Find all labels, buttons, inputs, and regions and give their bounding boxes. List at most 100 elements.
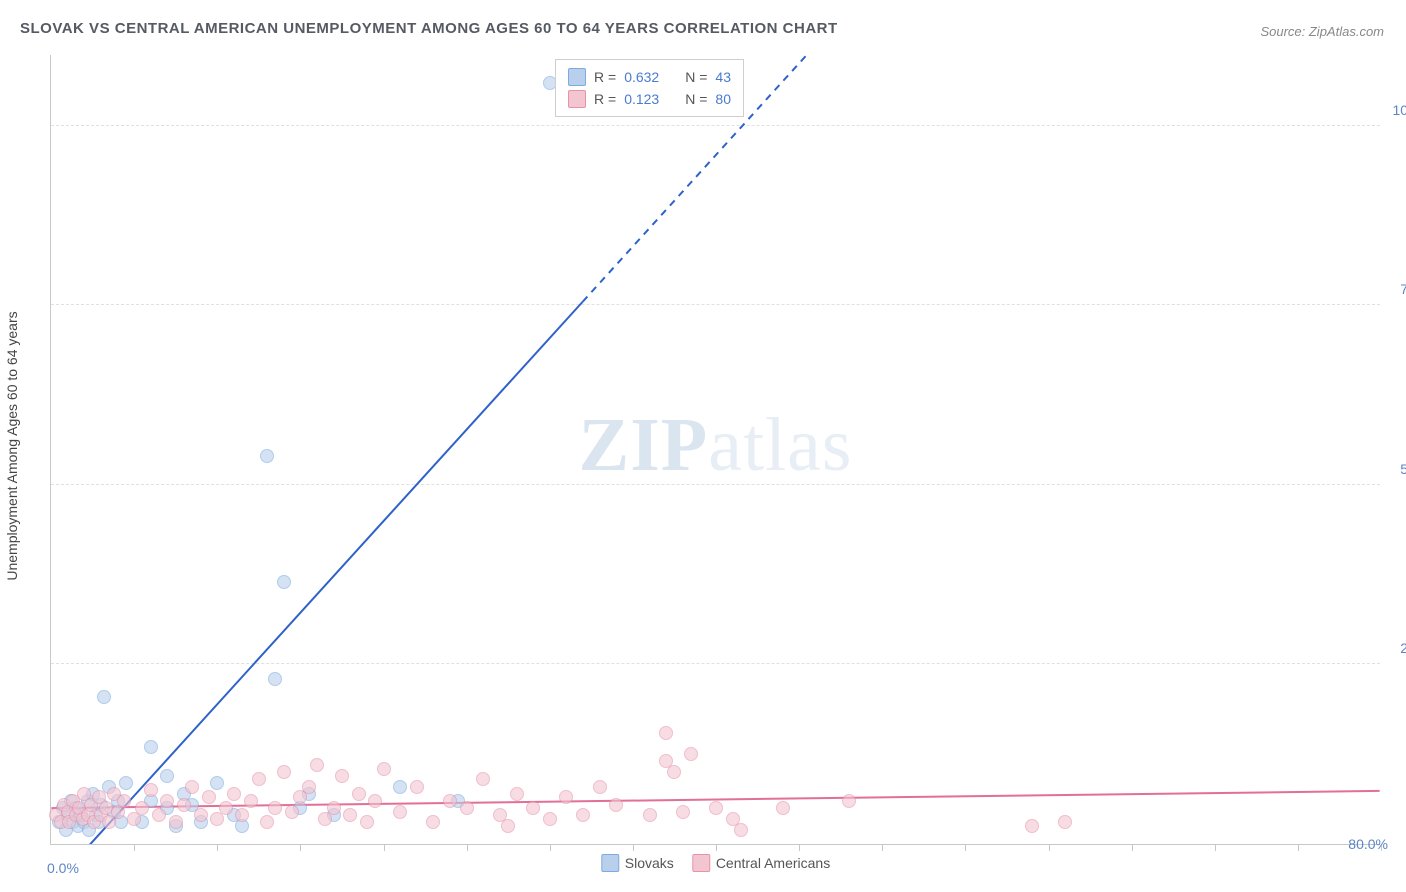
r-label: R =	[594, 69, 616, 85]
x-tick	[384, 844, 385, 851]
data-point	[268, 672, 282, 686]
data-point	[609, 798, 623, 812]
stats-row: R = 0.632 N = 43	[568, 66, 731, 88]
data-point	[393, 780, 407, 794]
data-point	[144, 783, 158, 797]
data-point	[377, 762, 391, 776]
stats-row: R =0.123N =80	[568, 88, 731, 110]
data-point	[1025, 819, 1039, 833]
data-point	[460, 801, 474, 815]
data-point	[169, 815, 183, 829]
legend-label: Slovaks	[625, 855, 674, 871]
gridline	[51, 304, 1380, 305]
x-tick	[550, 844, 551, 851]
legend-item: Slovaks	[601, 854, 674, 872]
data-point	[219, 801, 233, 815]
data-point	[393, 805, 407, 819]
data-point	[210, 776, 224, 790]
data-point	[1058, 815, 1072, 829]
x-tick	[965, 844, 966, 851]
x-tick	[300, 844, 301, 851]
data-point	[559, 790, 573, 804]
legend-swatch	[568, 90, 586, 108]
data-point	[97, 690, 111, 704]
data-point	[643, 808, 657, 822]
y-tick-label: 50.0%	[1385, 461, 1406, 477]
data-point	[426, 815, 440, 829]
legend-swatch	[692, 854, 710, 872]
data-point	[327, 801, 341, 815]
n-value: 80	[715, 91, 731, 107]
data-point	[160, 794, 174, 808]
r-label: R =	[594, 91, 616, 107]
x-tick	[217, 844, 218, 851]
x-tick	[633, 844, 634, 851]
data-point	[185, 780, 199, 794]
stats-legend: R =0.632N =43R =0.123N =80	[555, 59, 744, 117]
legend-label: Central Americans	[716, 855, 830, 871]
data-point	[510, 787, 524, 801]
source-attribution: Source: ZipAtlas.com	[1260, 24, 1384, 39]
data-point	[160, 769, 174, 783]
data-point	[842, 794, 856, 808]
data-point	[260, 815, 274, 829]
data-point	[277, 765, 291, 779]
y-tick-label: 25.0%	[1385, 640, 1406, 656]
data-point	[119, 776, 133, 790]
plot-area: ZIPatlas 25.0%50.0%75.0%100.0% 0.0% 80.0…	[50, 55, 1380, 845]
gridline	[51, 484, 1380, 485]
n-value: 43	[715, 69, 731, 85]
x-tick	[1049, 844, 1050, 851]
x-tick	[1215, 844, 1216, 851]
data-point	[144, 740, 158, 754]
data-point	[352, 787, 366, 801]
data-point	[709, 801, 723, 815]
x-tick	[1298, 844, 1299, 851]
data-point	[501, 819, 515, 833]
data-point	[684, 747, 698, 761]
data-point	[659, 726, 673, 740]
data-point	[443, 794, 457, 808]
data-point	[135, 801, 149, 815]
data-point	[244, 794, 258, 808]
x-axis-end-label: 80.0%	[1348, 836, 1388, 852]
data-point	[734, 823, 748, 837]
data-point	[476, 772, 490, 786]
n-label: N =	[685, 69, 707, 85]
data-point	[285, 805, 299, 819]
data-point	[202, 790, 216, 804]
data-point	[676, 805, 690, 819]
data-point	[268, 801, 282, 815]
chart-title: SLOVAK VS CENTRAL AMERICAN UNEMPLOYMENT …	[20, 20, 838, 37]
watermark: ZIPatlas	[579, 402, 853, 489]
data-point	[593, 780, 607, 794]
trend-lines	[51, 55, 1380, 844]
data-point	[152, 808, 166, 822]
data-point	[177, 798, 191, 812]
data-point	[335, 769, 349, 783]
data-point	[526, 801, 540, 815]
x-tick	[799, 844, 800, 851]
legend-swatch	[568, 68, 586, 86]
y-tick-label: 100.0%	[1385, 102, 1406, 118]
data-point	[310, 758, 324, 772]
x-tick	[134, 844, 135, 851]
data-point	[667, 765, 681, 779]
gridline	[51, 125, 1380, 126]
data-point	[343, 808, 357, 822]
x-tick	[716, 844, 717, 851]
data-point	[117, 794, 131, 808]
x-axis-start-label: 0.0%	[47, 860, 79, 876]
data-point	[776, 801, 790, 815]
data-point	[252, 772, 266, 786]
data-point	[227, 787, 241, 801]
r-value: 0.632	[624, 69, 659, 85]
data-point	[194, 808, 208, 822]
data-point	[543, 812, 557, 826]
data-point	[360, 815, 374, 829]
y-tick-label: 75.0%	[1385, 281, 1406, 297]
data-point	[410, 780, 424, 794]
x-tick	[467, 844, 468, 851]
n-label: N =	[685, 91, 707, 107]
x-tick	[882, 844, 883, 851]
